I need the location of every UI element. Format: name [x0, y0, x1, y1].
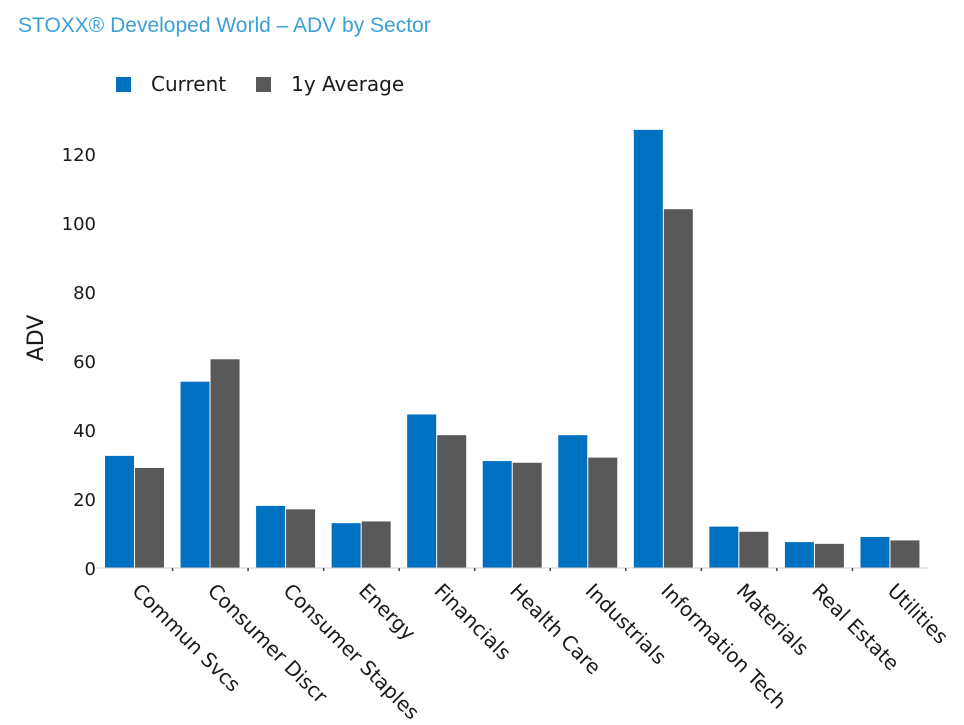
legend-item-1y-average: 1y Average [256, 72, 404, 96]
bar-current [180, 381, 210, 568]
legend-label-current: Current [151, 72, 227, 96]
bar-1y-average [361, 521, 391, 568]
bar-current [709, 526, 739, 568]
y-axis-title: ADV [24, 315, 49, 362]
bar-current [105, 455, 134, 568]
legend-swatch-1y-average [256, 76, 272, 92]
y-tick-label: 20 [73, 490, 96, 511]
legend-swatch-current [116, 76, 131, 92]
bar-current [482, 461, 512, 568]
bar-1y-average [210, 359, 240, 568]
bar-current [331, 523, 361, 568]
y-tick-label: 80 [73, 283, 96, 304]
x-category-label: Utilities [883, 579, 953, 649]
bar-1y-average [135, 467, 164, 568]
x-category-label: Information Tech [656, 579, 791, 714]
legend-item-current: Current [116, 72, 226, 96]
y-tick-label: 60 [73, 352, 96, 373]
bar-1y-average [286, 509, 316, 568]
y-tick-label: 120 [62, 145, 96, 166]
legend: Current 1y Average [116, 72, 434, 96]
y-tick-label: 100 [62, 214, 96, 235]
bar-current [558, 435, 588, 568]
bar-current [633, 129, 663, 568]
bars [105, 129, 920, 568]
legend-label-1y-average: 1y Average [291, 72, 405, 96]
x-category-label: Financials [430, 579, 516, 665]
x-category-label: Consumer Staples [279, 579, 425, 725]
bar-current [860, 536, 890, 568]
bar-1y-average [512, 462, 542, 568]
x-axis-ticks [171, 568, 854, 571]
y-axis-ticks: 0 20 40 60 80 100 120 [62, 145, 96, 580]
bar-1y-average [437, 435, 467, 568]
y-tick-label: 40 [73, 421, 96, 442]
x-category-label: Energy [354, 579, 421, 646]
bar-1y-average [588, 457, 618, 568]
bar-1y-average [814, 543, 844, 568]
bar-1y-average [890, 540, 920, 568]
y-tick-label: 0 [85, 559, 96, 580]
bar-current [256, 505, 286, 568]
chart-title: STOXX® Developed World – ADV by Sector [18, 14, 431, 37]
bar-current [784, 542, 814, 568]
bar-1y-average [739, 531, 769, 568]
bar-1y-average [663, 209, 693, 568]
bar-current [407, 414, 437, 568]
